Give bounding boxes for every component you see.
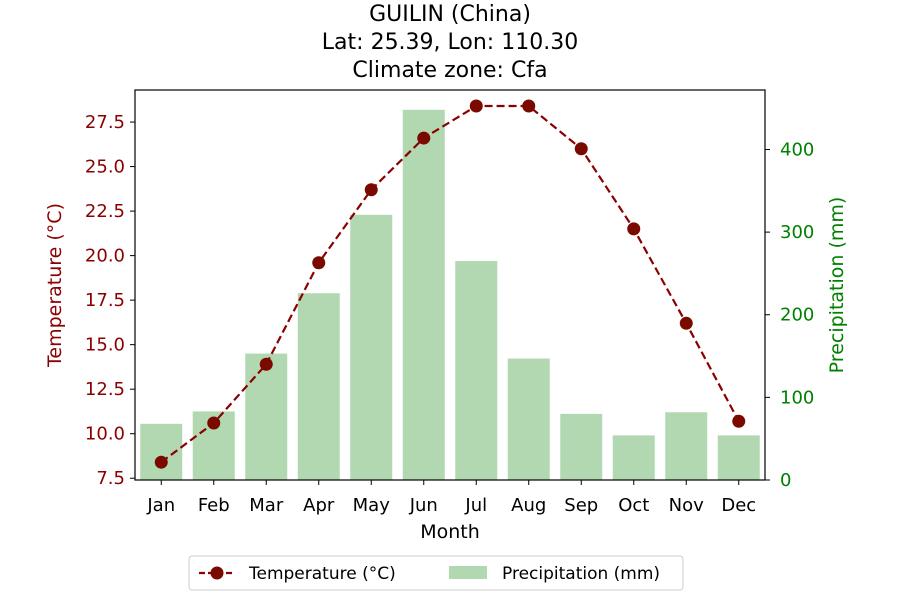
legend-temperature-label: Temperature (°C): [248, 564, 396, 584]
right-y-axis-label: Precipitation (mm): [826, 197, 848, 374]
temperature-point: [207, 416, 221, 430]
left-y-tick-label: 10.0: [85, 424, 125, 445]
temperature-point: [679, 316, 693, 330]
plot-frame: [134, 89, 766, 481]
temperature-point: [364, 183, 378, 197]
legend-precipitation-swatch-icon: [449, 566, 487, 579]
x-tick-label: Apr: [303, 495, 335, 516]
x-tick-label: Jul: [464, 495, 487, 516]
precipitation-bar: [507, 358, 550, 480]
left-y-tick-label: 17.5: [85, 290, 125, 311]
x-tick-label: Jun: [409, 495, 438, 516]
x-tick-label: Sep: [564, 495, 598, 516]
chart-title: GUILIN (China) Lat: 25.39, Lon: 110.30 C…: [322, 2, 578, 83]
temperature-point: [259, 357, 273, 371]
x-tick-label: Mar: [249, 495, 284, 516]
precipitation-bar: [402, 109, 445, 480]
precipitation-bars: [140, 109, 760, 480]
x-axis: Jan Feb Mar Apr May Jun Jul Aug Sep Oct Nov Dec: [146, 480, 756, 516]
temperature-point: [154, 455, 168, 469]
right-y-tick-label: 400: [780, 139, 814, 160]
title-line-3: Climate zone: Cfa: [352, 58, 547, 83]
left-y-tick-label: 12.5: [85, 379, 125, 400]
right-y-tick-label: 0: [780, 470, 791, 491]
temperature-point: [627, 222, 641, 236]
right-y-tick-label: 300: [780, 222, 814, 243]
x-tick-label: Oct: [618, 495, 649, 516]
precipitation-bar: [297, 293, 340, 480]
title-line-2: Lat: 25.39, Lon: 110.30: [322, 30, 578, 55]
x-tick-label: Nov: [669, 495, 704, 516]
x-tick-label: May: [353, 495, 391, 516]
temperature-point: [732, 414, 746, 428]
x-tick-label: Jan: [146, 495, 175, 516]
left-y-tick-label: 20.0: [85, 246, 125, 267]
x-tick-label: Feb: [198, 495, 230, 516]
left-y-tick-label: 22.5: [85, 201, 125, 222]
x-axis-label: Month: [420, 521, 480, 543]
x-tick-label: Aug: [511, 495, 546, 516]
temperature-point: [312, 256, 326, 270]
precipitation-bar: [560, 413, 603, 480]
legend-box: [188, 555, 684, 591]
title-line-1: GUILIN (China): [369, 2, 531, 27]
legend: Temperature (°C) Precipitation (mm): [188, 555, 684, 591]
right-y-tick-label: 100: [780, 387, 814, 408]
precipitation-bar: [455, 261, 498, 480]
left-y-tick-label: 27.5: [85, 112, 125, 133]
legend-precipitation-label: Precipitation (mm): [502, 564, 660, 584]
x-tick-label: Dec: [721, 495, 756, 516]
temperature-point: [522, 99, 536, 113]
precipitation-bar: [612, 435, 655, 480]
precipitation-bar: [245, 353, 288, 480]
legend-temperature-marker-icon: [210, 566, 224, 580]
precipitation-bar: [350, 214, 393, 480]
right-y-axis: 0 100 200 300 400: [765, 139, 814, 491]
precipitation-bar: [665, 412, 708, 480]
right-y-tick-label: 200: [780, 305, 814, 326]
left-y-tick-label: 7.5: [96, 468, 125, 489]
left-y-tick-label: 15.0: [85, 335, 125, 356]
left-y-axis: 7.5 10.0 12.5 15.0 17.5 20.0 22.5 25.0 27.5: [85, 112, 135, 489]
left-y-axis-label: Temperature (°C): [44, 203, 66, 368]
left-y-tick-label: 25.0: [85, 157, 125, 178]
temperature-point: [469, 99, 483, 113]
precipitation-bar: [717, 435, 760, 480]
temperature-line: [154, 99, 746, 469]
temperature-point: [417, 131, 431, 145]
temperature-point: [574, 142, 588, 156]
